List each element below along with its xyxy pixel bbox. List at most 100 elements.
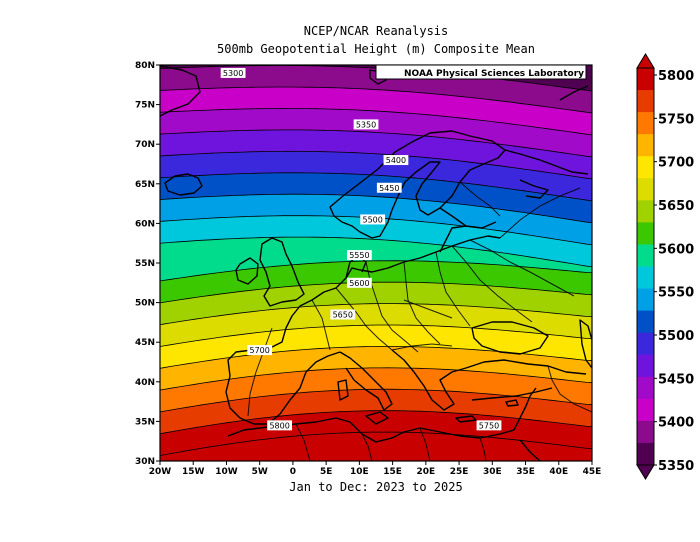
contour-value-label: 5600 — [349, 279, 369, 288]
colorbar-label: 5600 — [658, 242, 694, 257]
colorbar-label: 5700 — [658, 156, 694, 171]
contour-line — [160, 260, 592, 282]
lat-tick-label: 50N — [135, 299, 155, 309]
colorbar-label: 5550 — [658, 286, 694, 301]
title-variable: 500mb Geopotential Height (m) Composite … — [217, 42, 535, 56]
colorbar-segment — [637, 178, 654, 201]
contour-value-label: 5300 — [223, 69, 243, 78]
contour-line — [160, 107, 592, 136]
lon-tick-label: 20W — [149, 467, 172, 477]
contour-value-label: 5400 — [386, 156, 406, 165]
colorbar-label: 5800 — [658, 69, 694, 84]
colorbar-segment — [637, 442, 654, 466]
lon-tick-label: 15E — [383, 467, 402, 477]
colorbar-segment — [637, 310, 654, 334]
contour-label-bg — [267, 420, 293, 431]
lon-tick-label: 15W — [182, 467, 205, 477]
contour-line — [160, 324, 592, 347]
lat-tick-label: 40N — [135, 378, 155, 388]
contour-label-bg — [383, 155, 409, 166]
contour-line — [160, 236, 592, 268]
lon-tick-label: 10W — [215, 467, 238, 477]
colorbar-segment — [637, 354, 654, 378]
lon-tick-label: 30E — [483, 467, 502, 477]
colorbar-segment — [637, 398, 654, 422]
lat-tick-label: 35N — [135, 417, 155, 427]
contour-line — [160, 281, 592, 304]
lon-tick-label: 35E — [516, 467, 535, 477]
lat-tick-label: 65N — [135, 180, 155, 190]
contour-value-label: 5750 — [479, 421, 499, 430]
contour-value-label: 5450 — [379, 184, 399, 193]
credit-label: NOAA Physical Sciences Laboratory — [404, 69, 584, 79]
contour-line — [160, 86, 592, 114]
lat-tick-label: 60N — [135, 219, 155, 229]
band-fill — [160, 432, 592, 461]
lon-tick-label: 25E — [450, 467, 469, 477]
colorbar-frame — [636, 67, 655, 466]
longitude-axis: 20W 15W 10W 5W 0 5E 10E 15E 20E 25E 30E 35E 40E 45E — [149, 461, 602, 477]
contour-value-label: 5800 — [269, 421, 289, 430]
colorbar-segment — [637, 68, 654, 91]
contour-value-label: 5350 — [356, 120, 376, 129]
lat-tick-label: 75N — [135, 101, 155, 111]
contour-lines — [160, 65, 592, 456]
colorbar-segment — [637, 134, 654, 157]
colorbar-label: 5500 — [658, 329, 694, 344]
lon-tick-label: 5E — [320, 467, 332, 477]
colorbar-max-arrow — [636, 53, 655, 69]
contour-value-label: 5650 — [333, 310, 353, 319]
lat-tick-label: 45N — [135, 338, 155, 348]
contour-value-labels: 5300 5350 5400 5450 5500 5550 5600 5650 5700 5750… — [220, 67, 502, 431]
colorbar-segment — [637, 266, 654, 289]
colorbar-label: 5450 — [658, 372, 694, 387]
footer-date-range: Jan to Dec: 2023 to 2025 — [289, 480, 463, 494]
contour-label-bg — [220, 67, 246, 78]
colorbar-segment — [637, 222, 654, 245]
colorbar-label: 5650 — [658, 199, 694, 214]
contour-value-label: 5550 — [349, 251, 369, 260]
lon-tick-label: 20E — [417, 467, 436, 477]
lat-tick-label: 55N — [135, 259, 155, 269]
contour-label-bg — [346, 277, 372, 288]
colorbar-segment — [637, 376, 654, 400]
contour-label-bg — [247, 345, 273, 356]
lon-tick-label: 45E — [583, 467, 602, 477]
contour-label-bg — [346, 250, 372, 261]
contour-line — [160, 303, 592, 326]
contour-value-label: 5700 — [250, 346, 270, 355]
colorbar-segment — [637, 332, 654, 356]
lon-tick-label: 10E — [350, 467, 369, 477]
credit-box — [375, 64, 587, 80]
contour-line — [160, 129, 592, 158]
colorbar-segment — [637, 244, 654, 267]
colorbar-label: 5750 — [658, 112, 694, 127]
lon-tick-label: 0 — [290, 467, 296, 477]
latitude-axis: 80N 75N 70N 65N 60N 55N 50N 45N 40N 35N 30N — [135, 61, 160, 467]
contour-label-bg — [330, 309, 356, 320]
colorbar-label: 5350 — [658, 459, 694, 474]
lat-tick-label: 80N — [135, 61, 155, 71]
colorbar-segment — [637, 90, 654, 113]
contour-line — [160, 172, 592, 202]
contour-value-label: 5500 — [362, 215, 382, 224]
contour-line — [160, 367, 592, 391]
title-dataset: NCEP/NCAR Reanalysis — [303, 24, 449, 38]
colorbar-segment — [637, 288, 654, 312]
contour-line — [160, 150, 592, 180]
colorbar-segment — [637, 112, 654, 135]
contour-label-bg — [353, 119, 379, 130]
colorbar-min-arrow — [636, 464, 655, 480]
colorbar-label: 5400 — [658, 416, 694, 431]
colorbar-segment — [637, 200, 654, 223]
lon-tick-label: 40E — [549, 467, 568, 477]
colorbar-segment — [637, 156, 654, 179]
contour-line — [160, 410, 592, 435]
lon-tick-label: 5W — [252, 467, 268, 477]
lat-tick-label: 70N — [135, 140, 155, 150]
colorbar-segment — [637, 420, 654, 444]
contour-line — [160, 193, 592, 224]
contour-label-bg — [476, 420, 502, 431]
